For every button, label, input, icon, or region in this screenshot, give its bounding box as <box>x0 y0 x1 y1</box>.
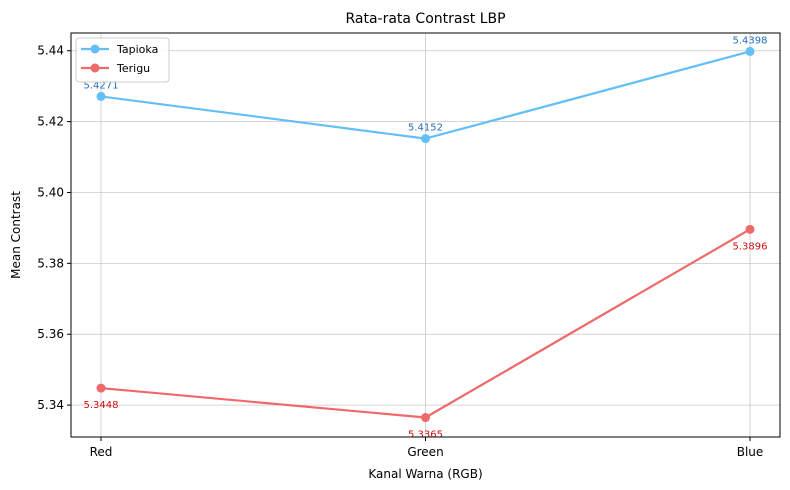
x-tick-label: Red <box>90 445 113 459</box>
legend-label: Tapioka <box>116 43 158 56</box>
x-tick-label: Green <box>407 445 443 459</box>
data-point <box>745 224 755 234</box>
y-tick-label: 5.34 <box>37 398 64 412</box>
data-label: 5.3448 <box>84 400 119 411</box>
legend-marker <box>90 63 100 73</box>
y-tick-label: 5.42 <box>37 115 64 129</box>
data-label: 5.3896 <box>733 241 768 252</box>
series-layer: 5.4271 5.4152 5.4398 5.3448 5.3365 5.3896 <box>84 35 768 440</box>
data-point <box>96 91 106 101</box>
x-tick-label: Blue <box>737 445 764 459</box>
chart-title: Rata-rata Contrast LBP <box>345 11 505 27</box>
data-label: 5.4152 <box>408 123 443 134</box>
ticks: Red Green Blue 5.34 5.36 5.38 5.40 5.42 5.44 <box>37 44 763 459</box>
data-point <box>421 413 430 423</box>
legend: Tapioka Terigu <box>75 37 170 83</box>
y-tick-label: 5.44 <box>37 44 64 58</box>
data-point <box>96 383 106 393</box>
data-label: 5.4271 <box>84 80 119 91</box>
data-point <box>421 134 430 144</box>
legend-marker <box>90 44 100 54</box>
data-point <box>745 46 755 56</box>
y-tick-label: 5.40 <box>37 185 64 199</box>
x-axis-label: Kanal Warna (RGB) <box>368 467 482 481</box>
y-tick-label: 5.38 <box>37 256 64 270</box>
data-label: 5.4398 <box>733 35 768 46</box>
grid-lines <box>71 33 780 437</box>
legend-label: Terigu <box>116 62 150 75</box>
data-label: 5.3365 <box>408 430 443 441</box>
y-tick-label: 5.36 <box>37 327 64 341</box>
y-axis-label: Mean Contrast <box>9 191 23 279</box>
